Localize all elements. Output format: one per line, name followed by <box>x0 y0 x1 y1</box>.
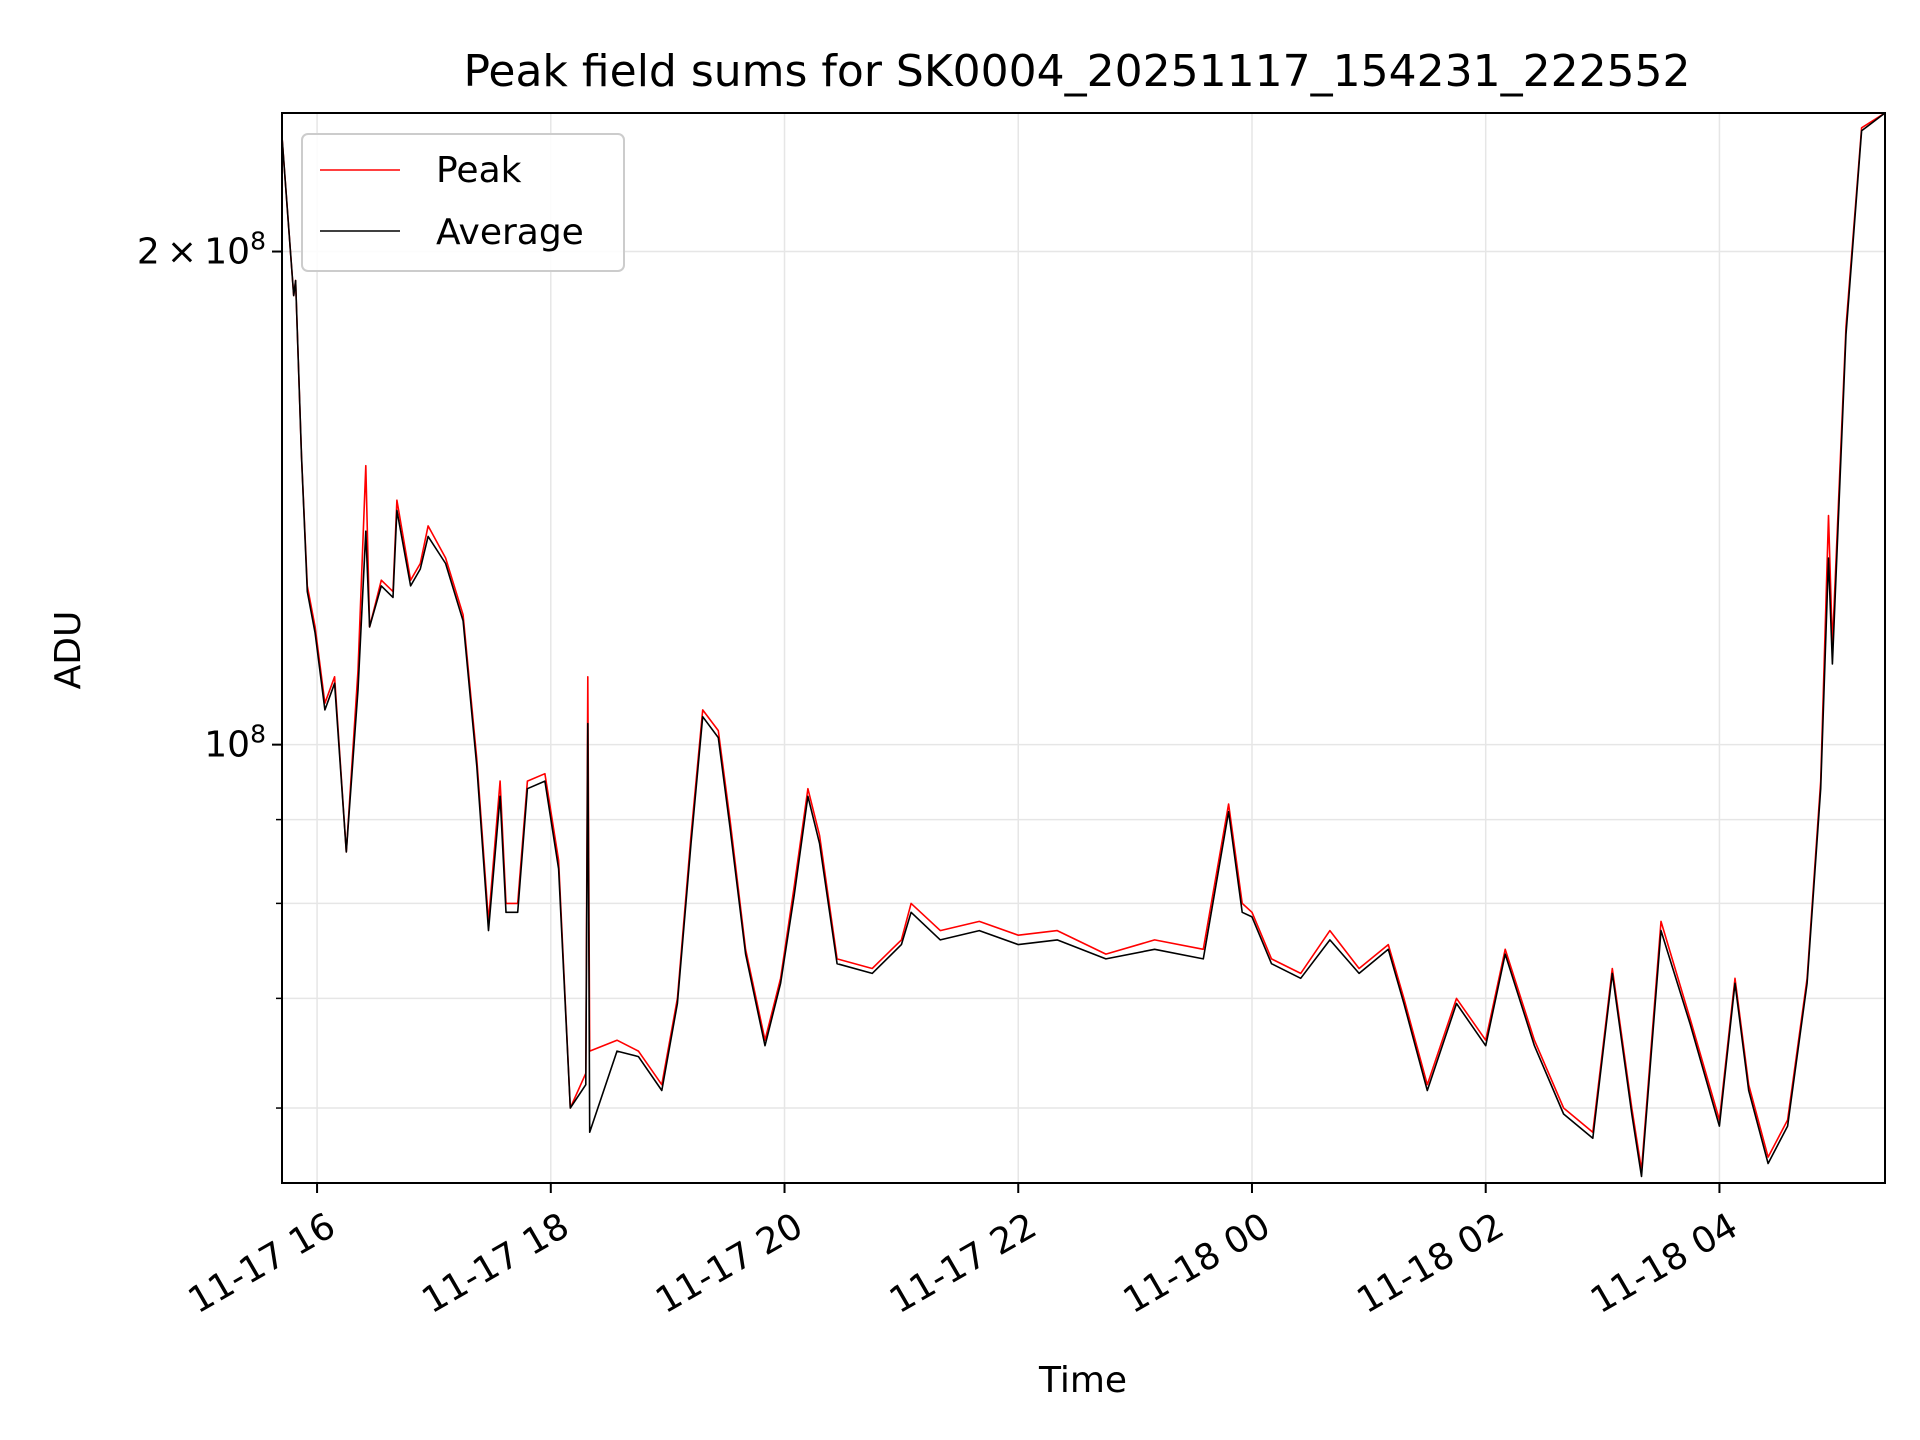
y-tick-label: 108 <box>204 720 266 766</box>
legend-label-average: Average <box>436 212 584 253</box>
y-axis-ticks: 108 2 × 108 <box>137 227 282 1109</box>
legend: Peak Average <box>301 133 625 272</box>
x-axis-label: Time <box>1038 1360 1127 1401</box>
series-layer <box>282 113 1885 1178</box>
series-line-average <box>282 113 1885 1178</box>
series-line-peak <box>282 113 1885 1171</box>
y-tick-label: 2 × 108 <box>137 227 266 273</box>
legend-box <box>301 133 625 272</box>
y-axis-label: ADU <box>48 611 89 690</box>
plot-frame <box>281 112 1886 1184</box>
chart-title: Peak field sums for SK0004_20251117_1542… <box>463 46 1690 97</box>
legend-label-peak: Peak <box>436 150 522 191</box>
